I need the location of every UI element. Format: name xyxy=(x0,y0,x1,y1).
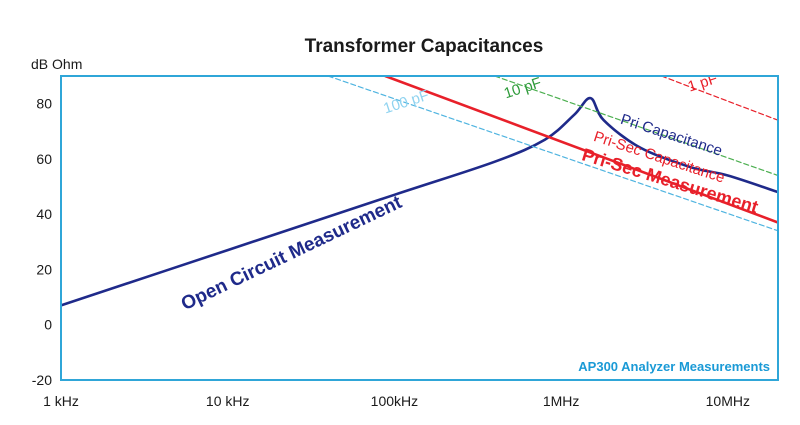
series-label: 1 pF xyxy=(686,70,720,95)
series-label: 100 pF xyxy=(381,87,431,118)
plot-frame xyxy=(60,75,779,381)
x-tick-label: 10MHz xyxy=(706,393,750,409)
y-tick-label: 60 xyxy=(36,151,52,167)
series-layer xyxy=(61,76,778,307)
chart-title: Transformer Capacitances xyxy=(305,36,544,57)
y-tick-label: 40 xyxy=(36,206,52,222)
y-tick-label: 80 xyxy=(36,96,52,112)
series-line xyxy=(660,76,778,121)
y-tick-label: 20 xyxy=(36,261,52,277)
series-label: Open Circuit Measurement xyxy=(178,192,406,315)
series-label: 10 pF xyxy=(502,74,544,102)
x-tick-label: 1MHz xyxy=(543,393,580,409)
series-line xyxy=(494,76,778,177)
watermark: AP300 Analyzer Measurements xyxy=(578,359,770,374)
x-tick-label: 1 kHz xyxy=(43,393,79,409)
y-tick-label: -20 xyxy=(32,372,52,388)
x-tick-label: 100kHz xyxy=(371,393,418,409)
y-axis-label: dB Ohm xyxy=(31,56,82,72)
tick-layer: 1 kHz 10 kHz 100kHz 1MHz 10MHz -20 0 20 40 60 80 xyxy=(32,96,750,409)
series-line xyxy=(327,76,778,232)
series-line xyxy=(61,96,778,307)
series-line xyxy=(383,76,778,224)
x-tick-label: 10 kHz xyxy=(206,393,250,409)
y-tick-label: 0 xyxy=(44,317,52,333)
